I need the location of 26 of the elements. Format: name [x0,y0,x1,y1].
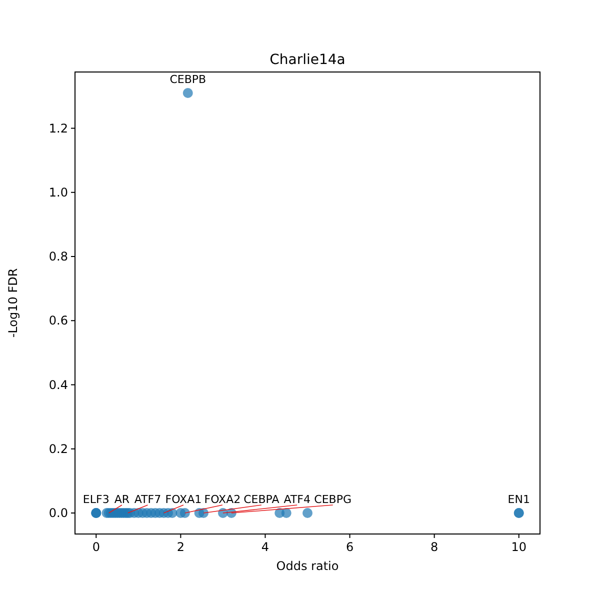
annotation: FOXA2 [204,493,241,506]
y-axis-title: -Log10 FDR [6,268,20,338]
y-tick-label: 0.4 [48,378,68,392]
y-tick-label: 0.2 [48,442,68,456]
annotation: CEBPA [244,493,280,506]
x-tick-label: 2 [176,540,184,554]
annotation: FOXA1 [165,493,202,506]
y-tick-label: 0.6 [48,314,68,328]
annotation: CEBPB [170,73,206,86]
x-tick-label: 8 [430,540,438,554]
y-tick-label: 0.8 [48,250,68,264]
annotation: AR [114,493,130,506]
x-axis-title: Odds ratio [276,559,339,573]
annotation: EN1 [508,493,530,506]
annotation: ELF3 [82,493,110,506]
x-tick-label: 6 [346,540,354,554]
annotation: ATF7 [134,493,162,506]
annotation: ATF4 [284,493,310,506]
y-tick-label: 0.0 [48,506,68,520]
chart-title: Charlie14a [270,52,346,68]
x-tick-label: 4 [261,540,270,554]
y-tick-label: 1.2 [48,121,68,136]
x-tick-label: 0 [92,540,100,554]
annotation: CEBPG [314,493,352,506]
y-tick-label: 1.0 [48,185,68,200]
x-tick-label: 10 [511,540,527,554]
